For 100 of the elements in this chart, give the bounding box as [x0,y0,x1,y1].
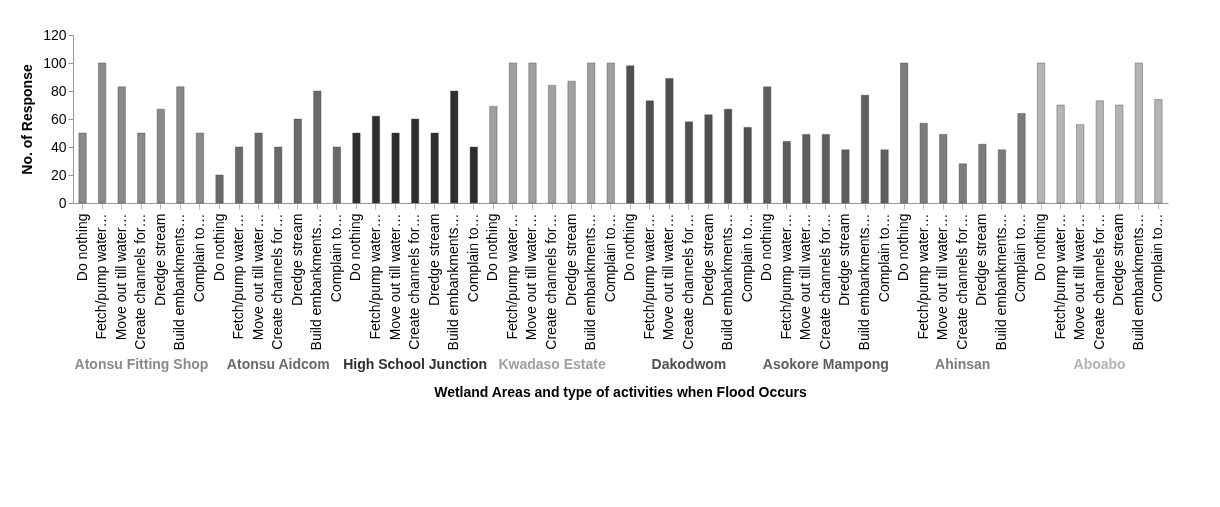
bar [802,134,811,204]
x-tick-label: Complain to… [190,213,207,303]
bar [861,95,869,204]
bar [704,114,713,204]
x-tick-label: Build embankments… [308,213,325,351]
x-tick-label: Fetch/pump water… [914,213,931,340]
y-tick-label: 80 [50,82,67,99]
bar [156,109,165,204]
x-tick-label: Fetch/pump water… [366,213,383,340]
text: Dakodwom [651,356,727,372]
x-tick-label: Create channels for… [679,213,696,350]
x-tick-label: Complain to… [1012,213,1029,303]
x-tick-label: Do nothing [73,213,90,282]
x-tick-label: Do nothing [758,213,775,282]
x-tick-label: Dredge stream [151,213,168,307]
bar [469,146,478,204]
y-axis-title: No. of Response [19,64,36,175]
bar [176,86,185,204]
bar [372,116,380,204]
x-tick-label: Do nothing [210,213,227,282]
bar [900,62,909,204]
bar [117,86,126,204]
bar [293,118,302,204]
x-tick-label: Fetch/pump water… [93,213,110,340]
bar [978,144,987,204]
bar [450,90,459,204]
x-tick-label: Build embankments… [719,213,736,351]
x-tick-label: Fetch/pump water… [503,213,520,340]
x-tick-label: Build embankments… [992,213,1009,351]
x-tick-label: Complain to… [601,213,618,303]
text: Asokore Mampong [762,356,889,372]
x-tick-label: Create channels for… [269,213,286,350]
x-tick-label: Build embankments… [1129,213,1146,351]
bar [685,121,693,204]
text: Aboabo [1073,356,1126,372]
bar [841,149,850,204]
text: Kwadaso Estate [498,356,606,372]
x-tick-label: Move out till water… [523,213,540,341]
bar [763,86,772,204]
x-tick-label: Complain to… [1149,213,1166,303]
bar [919,123,928,204]
bar [1017,113,1026,204]
x-tick-label: Create channels for… [1090,213,1107,350]
x-tick-label: Dredge stream [562,213,579,307]
y-tick-label: 20 [50,166,67,183]
x-tick-label: Do nothing [347,213,364,282]
x-tick-label: Move out till water… [660,213,677,341]
x-tick-label: Fetch/pump water… [777,213,794,340]
x-tick-label: Complain to… [327,213,344,303]
x-tick-label: Fetch/pump water… [230,213,247,340]
bar [254,132,263,204]
x-tick-label: Fetch/pump water… [1051,213,1068,340]
x-tick-label: Move out till water… [1071,213,1088,341]
text: High School Junction [343,356,488,372]
x-tick-label: Do nothing [621,213,638,282]
y-tick-label: 100 [43,54,67,71]
bar [958,163,967,204]
bar [880,149,889,204]
x-tick-label: Dredge stream [1110,213,1127,307]
y-tick-label: 120 [43,26,67,43]
x-tick-label: Create channels for… [132,213,149,350]
y-tick-label: 60 [50,110,67,127]
x-tick-label: Dredge stream [973,213,990,307]
bar [391,132,400,204]
bar [782,141,791,204]
x-tick-label: Fetch/pump water… [640,213,657,340]
x-tick-label: Move out till water… [797,213,814,341]
x-tick-label: Build embankments… [582,213,599,351]
x-tick-label: Move out till water… [386,213,403,341]
bar [215,174,224,204]
bar [939,134,948,204]
bar [332,146,341,204]
bar [196,132,204,204]
bar [411,118,420,204]
bar [98,62,107,204]
x-tick-label: Move out till water… [249,213,266,341]
bar [313,90,322,204]
text: Atonsu Fitting Shop [74,356,209,372]
bar [821,134,830,204]
x-tick-label: Create channels for… [816,213,833,350]
x-tick-label: Build embankments… [171,213,188,351]
x-tick-label: Build embankments… [445,213,462,351]
y-tick-label: 40 [50,138,67,155]
bar [743,127,752,204]
x-tick-label: Dredge stream [699,213,716,307]
bar [724,109,732,204]
x-axis-title: Wetland Areas and type of activities when Flood Occurs [434,384,808,400]
x-tick-label: Complain to… [464,213,481,303]
bar [998,149,1006,204]
bar [645,100,654,204]
x-tick-label: Do nothing [484,213,501,282]
x-tick-label: Dredge stream [425,213,442,307]
bar [137,132,146,204]
x-tick-label: Complain to… [738,213,755,303]
bar [274,146,283,204]
x-tick-label: Move out till water… [112,213,129,341]
x-tick-label: Dredge stream [836,213,853,307]
bar [78,132,87,204]
text: Ahinsan [935,356,991,372]
x-tick-label: Create channels for… [953,213,970,350]
